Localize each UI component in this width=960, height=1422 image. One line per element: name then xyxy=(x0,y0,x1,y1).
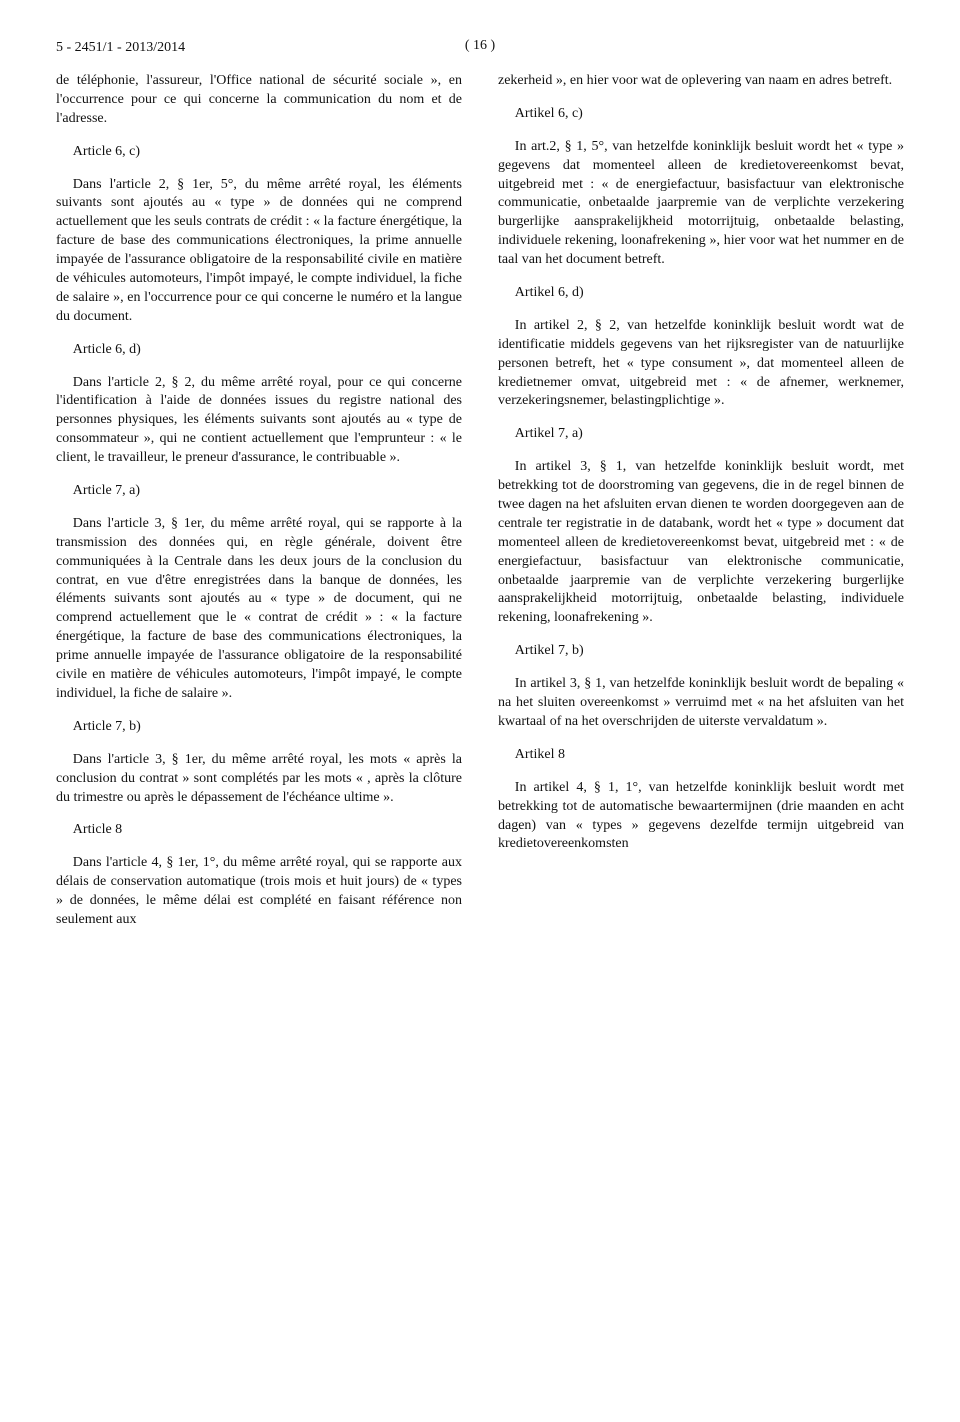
column-left-fr: de téléphonie, l'assureur, l'Office nati… xyxy=(56,72,462,944)
artikel-6c-body-nl: In art.2, § 1, 5°, van hetzelfde koninkl… xyxy=(498,138,904,270)
artikel-8-body-nl: In artikel 4, § 1, 1°, van hetzelfde kon… xyxy=(498,779,904,855)
two-column-layout: de téléphonie, l'assureur, l'Office nati… xyxy=(56,72,904,944)
article-7a-label-fr: Article 7, a) xyxy=(56,482,462,501)
article-6c-label-fr: Article 6, c) xyxy=(56,143,462,162)
column-right-nl: zekerheid », en hier voor wat de oplever… xyxy=(498,72,904,944)
article-7b-body-fr: Dans l'article 3, § 1er, du même arrêté … xyxy=(56,751,462,808)
artikel-7b-label-nl: Artikel 7, b) xyxy=(498,642,904,661)
artikel-7a-body-nl: In artikel 3, § 1, van hetzelfde koninkl… xyxy=(498,458,904,628)
artikel-8-label-nl: Artikel 8 xyxy=(498,746,904,765)
article-6c-body-fr: Dans l'article 2, § 1er, 5°, du même arr… xyxy=(56,176,462,327)
artikel-6d-body-nl: In artikel 2, § 2, van hetzelfde koninkl… xyxy=(498,317,904,411)
artikel-7a-label-nl: Artikel 7, a) xyxy=(498,425,904,444)
artikel-6d-label-nl: Artikel 6, d) xyxy=(498,284,904,303)
article-8-label-fr: Article 8 xyxy=(56,821,462,840)
article-7b-label-fr: Article 7, b) xyxy=(56,718,462,737)
article-8-body-fr: Dans l'article 4, § 1er, 1°, du même arr… xyxy=(56,854,462,930)
article-6d-label-fr: Article 6, d) xyxy=(56,341,462,360)
article-7a-body-fr: Dans l'article 3, § 1er, du même arrêté … xyxy=(56,515,462,704)
artikel-7b-body-nl: In artikel 3, § 1, van hetzelfde koninkl… xyxy=(498,675,904,732)
intro-paragraph-nl: zekerheid », en hier voor wat de oplever… xyxy=(498,72,904,91)
intro-paragraph-fr: de téléphonie, l'assureur, l'Office nati… xyxy=(56,72,462,129)
article-6d-body-fr: Dans l'article 2, § 2, du même arrêté ro… xyxy=(56,374,462,468)
artikel-6c-label-nl: Artikel 6, c) xyxy=(498,105,904,124)
page: 5 - 2451/1 - 2013/2014 ( 16 ) de télépho… xyxy=(0,0,960,1422)
